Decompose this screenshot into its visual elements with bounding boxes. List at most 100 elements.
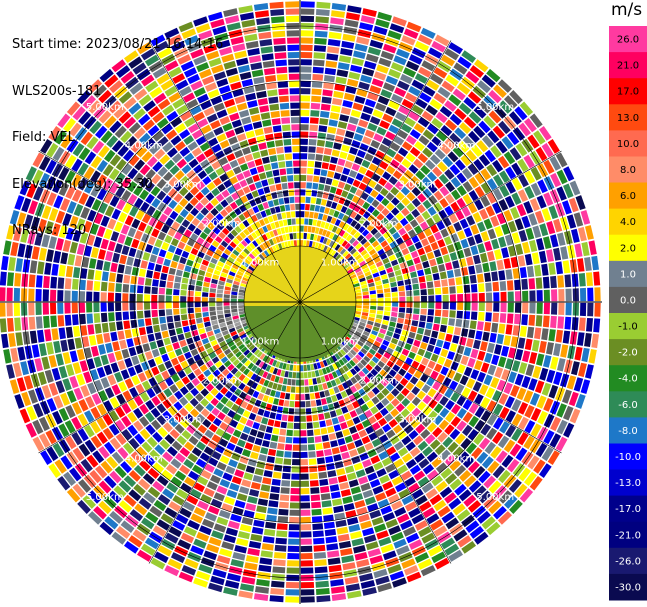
velocity-cell [447,441,459,453]
velocity-cell [439,186,450,197]
velocity-cell [226,573,241,582]
velocity-cell [220,240,229,248]
velocity-cell [109,510,123,524]
velocity-cell [219,139,230,149]
velocity-cell [375,336,383,343]
velocity-cell [145,511,159,524]
velocity-cell [184,192,194,202]
velocity-cell [186,98,199,109]
velocity-cell [300,480,310,487]
velocity-cell [58,407,70,422]
velocity-cell [200,207,209,216]
velocity-cell [333,505,344,514]
velocity-cell [174,470,187,481]
velocity-cell [206,347,214,355]
velocity-cell [143,492,156,504]
velocity-cell [329,484,340,492]
velocity-cell [257,188,265,196]
velocity-cell [108,410,120,422]
velocity-cell [529,476,543,491]
velocity-cell [324,528,337,537]
velocity-cell [96,226,106,238]
velocity-cell [51,223,61,237]
velocity-cell [492,281,500,292]
velocity-cell [363,385,371,393]
velocity-cell [190,348,199,357]
velocity-cell [78,111,92,125]
velocity-cell [350,248,357,255]
velocity-cell [427,288,435,295]
velocity-cell [291,218,296,225]
velocity-cell [243,472,254,481]
velocity-cell [355,243,362,250]
velocity-cell [541,382,552,396]
velocity-cell [133,172,144,184]
velocity-cell [65,185,76,199]
velocity-cell [212,324,220,330]
velocity-cell [262,242,269,249]
velocity-cell [311,226,316,233]
velocity-cell [386,347,394,355]
velocity-cell [79,360,89,372]
velocity-cell [124,265,132,275]
velocity-cell [359,260,366,267]
velocity-cell [456,285,463,294]
velocity-cell [548,329,556,342]
velocity-cell [553,218,563,233]
velocity-cell [211,319,218,326]
velocity-cell [328,433,337,441]
velocity-cell [360,112,371,122]
velocity-cell [289,509,300,516]
velocity-cell [396,393,405,402]
velocity-cell [307,167,314,175]
velocity-cell [216,373,225,382]
velocity-cell [231,403,240,412]
velocity-cell [371,377,380,386]
velocity-cell [501,369,511,381]
velocity-cell [330,156,338,164]
velocity-cell [354,286,361,291]
velocity-cell [205,383,215,392]
velocity-cell [421,210,431,220]
velocity-cell [54,459,67,474]
velocity-cell [263,163,272,171]
velocity-cell [353,462,364,471]
velocity-cell [76,373,86,386]
velocity-cell [368,415,377,425]
velocity-cell [227,520,240,530]
velocity-cell [361,284,368,289]
velocity-cell [446,369,456,379]
velocity-cell [321,96,332,104]
velocity-cell [315,580,329,588]
velocity-cell [480,341,488,352]
velocity-cell [324,207,330,215]
velocity-cell [354,267,362,274]
velocity-cell [341,555,355,564]
velocity-cell [346,78,359,87]
velocity-cell [235,324,243,330]
velocity-cell [469,65,484,78]
velocity-cell [165,295,172,302]
velocity-cell [537,410,548,425]
velocity-cell [248,412,257,421]
velocity-cell [122,284,130,293]
velocity-cell [7,272,14,286]
velocity-cell [263,126,273,134]
velocity-cell [262,234,268,241]
velocity-cell [553,371,563,386]
velocity-cell [313,537,325,545]
velocity-cell [242,376,250,385]
velocity-cell [300,582,315,589]
velocity-cell [309,480,319,487]
velocity-cell [244,359,251,367]
velocity-cell [251,69,264,78]
velocity-cell [292,459,300,466]
velocity-cell [123,274,131,284]
velocity-cell [519,101,534,116]
velocity-cell [336,526,349,535]
velocity-cell [180,60,195,72]
velocity-cell [340,48,353,56]
velocity-cell [78,479,92,493]
velocity-cell [167,367,177,376]
velocity-cell [406,402,416,412]
